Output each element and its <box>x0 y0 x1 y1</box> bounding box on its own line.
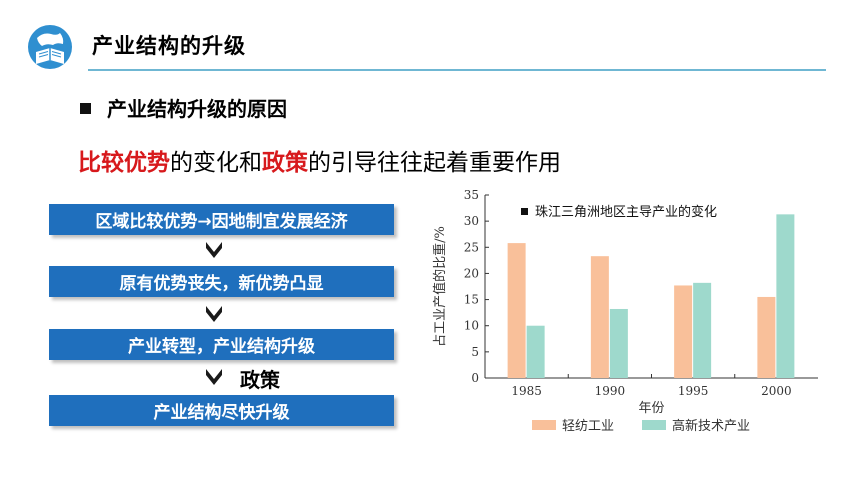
x-tick-label: 2000 <box>761 384 792 398</box>
legend-swatch-1 <box>642 420 666 430</box>
down-arrow-icon <box>206 369 222 385</box>
legend-swatch-0 <box>532 420 556 430</box>
y-tick-label: 5 <box>471 345 479 359</box>
x-tick-label: 1985 <box>511 384 542 398</box>
bar-high-tech-2000 <box>776 214 795 378</box>
industry-share-chart: 0 5 10 15 20 25 30 35 1985 1990 1995 2000 年份 占工业产值的比重… <box>432 188 818 434</box>
flow-step-4: 产业结构尽快升级 <box>49 395 394 426</box>
subtitle-text-1: 的变化和 <box>170 150 262 176</box>
policy-label: 政策 <box>240 368 280 392</box>
bar-light-textile-1985 <box>507 243 526 378</box>
legend-label: 轻纺工业 <box>562 419 614 434</box>
y-tick-label: 0 <box>471 371 479 385</box>
globe-book-icon <box>28 25 72 69</box>
y-tick-label: 20 <box>464 266 479 280</box>
down-arrow-icon <box>206 242 222 258</box>
legend-label: 高新技术产业 <box>672 418 750 434</box>
x-axis-label: 年份 <box>638 401 664 416</box>
bar-light-textile-1990 <box>590 256 609 378</box>
flow-step-2: 原有优势丧失，新优势凸显 <box>49 266 394 297</box>
bar-high-tech-1990 <box>609 308 628 378</box>
subtitle-highlight-advantage: 比较优势 <box>78 150 170 176</box>
bar-light-textile-2000 <box>757 296 776 378</box>
y-tick-label: 15 <box>464 293 479 307</box>
y-axis-label: 占工业产值的比重/% <box>432 226 448 347</box>
y-tick-label: 30 <box>464 214 479 228</box>
flow-step-3: 产业转型，产业结构升级 <box>49 329 394 360</box>
x-tick-label: 1995 <box>678 384 709 398</box>
title-bullet-icon <box>521 208 528 215</box>
section-heading-text: 产业结构升级的原因 <box>107 97 287 121</box>
bar-light-textile-1995 <box>674 285 693 378</box>
y-tick-label: 10 <box>464 319 479 333</box>
bullet-square-icon <box>80 103 91 114</box>
bar-high-tech-1995 <box>693 282 712 378</box>
x-tick-label: 1990 <box>595 384 626 398</box>
section-heading: 产业结构升级的原因 <box>80 93 287 122</box>
y-tick-label: 25 <box>464 240 479 254</box>
page-title: 产业结构的升级 <box>92 34 246 58</box>
subtitle-highlight-policy: 政策 <box>262 150 308 176</box>
chart-title: 珠江三角洲地区主导产业的变化 <box>535 204 717 220</box>
subtitle-text-2: 的引导往往起着重要作用 <box>308 150 561 176</box>
flow-step-1: 区域比较优势→因地制宜发展经济 <box>49 204 394 235</box>
subtitle-sentence: 比较优势的变化和政策的引导往往起着重要作用 <box>78 143 561 177</box>
down-arrow-icon <box>206 306 222 322</box>
bar-high-tech-1985 <box>526 325 545 378</box>
title-divider <box>88 69 826 71</box>
y-tick-label: 35 <box>464 188 479 202</box>
